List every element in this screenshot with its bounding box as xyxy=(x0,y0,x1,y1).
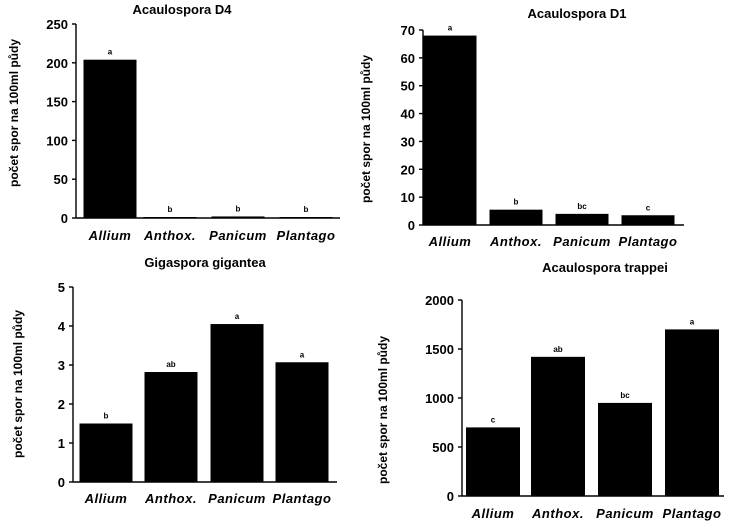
y-tick-label: 40 xyxy=(401,107,415,122)
significance-letter: c xyxy=(646,203,651,212)
significance-letter: a xyxy=(690,317,695,326)
y-tick-label: 100 xyxy=(46,133,68,148)
category-label: Plantago xyxy=(663,506,722,521)
bar xyxy=(531,356,585,496)
category-label: Allium xyxy=(84,491,128,506)
bar xyxy=(423,35,477,226)
panel-acaulospora-d1: Acaulospora D1 počet spor na 100ml půdy … xyxy=(359,6,684,249)
y-axis-label: počet spor na 100ml půdy xyxy=(376,336,390,484)
bar xyxy=(79,423,133,482)
y-tick-label: 0 xyxy=(408,218,415,233)
significance-letter: bc xyxy=(620,391,630,400)
y-axis-label: počet spor na 100ml půdy xyxy=(11,310,25,458)
y-tick-label: 5 xyxy=(58,280,65,295)
bar xyxy=(466,427,520,496)
y-tick-label: 4 xyxy=(58,319,66,334)
bar xyxy=(83,59,137,218)
category-label: Anthox. xyxy=(144,491,197,506)
y-tick-label: 30 xyxy=(401,134,415,149)
significance-letter: b xyxy=(514,198,519,207)
category-label: Panicum xyxy=(596,506,654,521)
y-tick-label: 70 xyxy=(401,23,415,38)
y-tick-label: 60 xyxy=(401,51,415,66)
category-label: Allium xyxy=(471,506,515,521)
y-tick-label: 3 xyxy=(58,358,65,373)
category-label: Anthox. xyxy=(143,228,196,243)
significance-letter: b xyxy=(168,205,173,214)
y-tick-label: 1 xyxy=(58,436,65,451)
y-tick-label: 1500 xyxy=(425,342,454,357)
y-tick-label: 150 xyxy=(46,95,68,110)
significance-letter: ab xyxy=(166,360,175,369)
y-tick-label: 250 xyxy=(46,17,68,32)
bar xyxy=(275,362,329,482)
category-label: Allium xyxy=(88,228,132,243)
panel-acaulospora-trappei: Acaulospora trappei počet spor na 100ml … xyxy=(376,260,724,521)
panel-gigaspora-gigantea: Gigaspora gigantea počet spor na 100ml p… xyxy=(11,255,337,506)
y-tick-label: 0 xyxy=(447,489,454,504)
y-tick-label: 0 xyxy=(58,475,65,490)
y-tick-label: 1000 xyxy=(425,391,454,406)
y-axis-label: počet spor na 100ml půdy xyxy=(7,39,21,187)
category-label: Plantago xyxy=(619,234,678,249)
bar xyxy=(598,402,652,496)
bar xyxy=(279,217,333,218)
significance-letter: a xyxy=(108,48,113,57)
significance-letter: a xyxy=(235,312,240,321)
plot-area: 0 10 20 30 40 50 60 70 a Allium b Anthox. bc Panicum c… xyxy=(401,23,684,249)
bar xyxy=(143,217,197,218)
category-label: Panicum xyxy=(553,234,611,249)
plot-area: 0 50 100 150 200 250 a Allium b Anthox. b Panicum b P… xyxy=(46,17,340,243)
chart-title: Gigaspora gigantea xyxy=(144,255,266,270)
significance-letter: b xyxy=(304,205,309,214)
y-tick-label: 20 xyxy=(401,162,415,177)
y-tick-label: 2000 xyxy=(425,293,454,308)
y-tick-label: 10 xyxy=(401,190,415,205)
category-label: Panicum xyxy=(208,491,266,506)
bar xyxy=(621,215,675,225)
chart-title: Acaulospora D4 xyxy=(133,2,233,17)
bar xyxy=(210,324,264,482)
bar xyxy=(665,329,719,496)
category-label: Plantago xyxy=(277,228,336,243)
category-label: Panicum xyxy=(209,228,267,243)
category-label: Allium xyxy=(428,234,472,249)
category-label: Plantago xyxy=(273,491,332,506)
significance-letter: a xyxy=(300,350,305,359)
panel-acaulospora-d4: Acaulospora D4 počet spor na 100ml půdy … xyxy=(7,2,340,243)
significance-letter: b xyxy=(104,412,109,421)
bar xyxy=(555,213,609,225)
y-tick-label: 500 xyxy=(432,440,454,455)
plot-area: 0 500 1000 1500 2000 c Allium ab Anthox. bc Panicu… xyxy=(425,293,724,521)
category-label: Anthox. xyxy=(489,234,542,249)
y-axis-label: počet spor na 100ml půdy xyxy=(359,55,373,203)
y-tick-label: 200 xyxy=(46,56,68,71)
significance-letter: c xyxy=(491,415,496,424)
significance-letter: b xyxy=(236,204,241,213)
significance-letter: a xyxy=(448,24,453,33)
bar xyxy=(144,372,198,482)
category-label: Anthox. xyxy=(531,506,584,521)
significance-letter: ab xyxy=(553,345,562,354)
y-tick-label: 0 xyxy=(61,211,68,226)
y-tick-label: 2 xyxy=(58,397,65,412)
plot-area: 0 1 2 3 4 5 b Allium ab Anthox. a Panicum a Plantago xyxy=(58,280,337,506)
significance-letter: bc xyxy=(577,202,587,211)
chart-title: Acaulospora D1 xyxy=(528,6,627,21)
bar xyxy=(489,209,543,225)
y-tick-label: 50 xyxy=(401,79,415,94)
y-tick-label: 50 xyxy=(54,172,68,187)
chart-title: Acaulospora trappei xyxy=(542,260,668,275)
bar xyxy=(211,216,265,218)
